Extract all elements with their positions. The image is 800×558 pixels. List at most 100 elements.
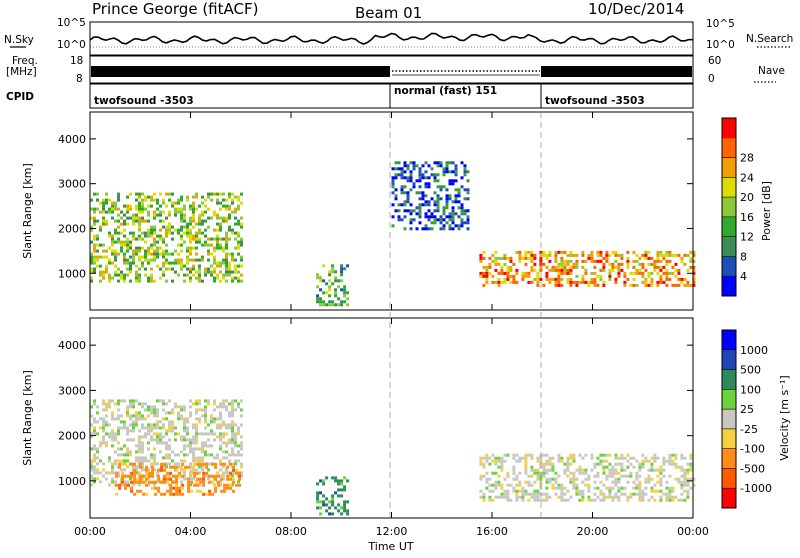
velocity-cell <box>530 474 534 478</box>
velocity-cell <box>129 417 132 421</box>
power-cell <box>102 273 105 277</box>
velocity-cell <box>569 480 573 484</box>
nsky-scale-top: 10^5 <box>57 17 86 29</box>
power-cell <box>96 237 99 241</box>
velocity-cell <box>195 441 198 445</box>
velocity-cell <box>632 486 636 490</box>
power-cell <box>638 271 642 275</box>
velocity-cell <box>551 483 555 487</box>
power-cell <box>186 246 189 250</box>
power-cell <box>409 188 413 192</box>
velocity-cell <box>671 489 675 493</box>
velocity-cell <box>237 429 240 433</box>
velocity-cell <box>512 477 516 481</box>
velocity-cell <box>614 495 618 499</box>
velocity-cell <box>121 471 125 475</box>
velocity-cell <box>512 486 516 490</box>
power-cell <box>322 264 326 268</box>
power-cell <box>123 222 126 226</box>
velocity-cell <box>683 471 687 475</box>
power-cell <box>108 234 111 238</box>
time-axis-label: Time UT <box>367 540 413 553</box>
power-cell <box>451 161 455 165</box>
power-cell <box>482 283 486 287</box>
velocity-cell <box>641 498 645 502</box>
velocity-cell <box>126 450 129 454</box>
power-cell <box>445 200 449 204</box>
power-cell <box>433 200 437 204</box>
velocity-cell <box>240 453 243 457</box>
velocity-cell <box>117 474 120 478</box>
velocity-cell <box>195 402 198 406</box>
power-cell <box>418 167 422 171</box>
velocity-cell <box>231 402 234 406</box>
velocity-cell <box>213 456 216 460</box>
velocity-cell <box>180 417 183 421</box>
velocity-cell <box>204 420 207 424</box>
power-cell <box>120 240 123 244</box>
power-cell <box>147 219 150 223</box>
power-cell <box>668 271 672 275</box>
power-cell <box>421 173 425 177</box>
velocity-cell <box>220 477 224 481</box>
velocity-cell <box>198 447 201 451</box>
velocity-cell <box>130 489 134 493</box>
power-cell <box>222 237 225 241</box>
power-cell <box>210 273 213 277</box>
velocity-cell <box>130 462 134 466</box>
power-cell <box>319 297 323 301</box>
power-cell <box>225 234 228 238</box>
velocity-cell <box>566 456 570 460</box>
power-cell <box>620 253 624 257</box>
power-cell <box>174 213 177 217</box>
velocity-cell <box>647 459 651 463</box>
power-cell <box>162 210 165 214</box>
power-cell <box>322 279 326 283</box>
velocity-cell <box>117 432 120 436</box>
power-cell <box>548 268 552 272</box>
power-cell <box>138 216 141 220</box>
power-cell <box>204 267 207 271</box>
power-cell <box>554 265 558 269</box>
velocity-cell <box>629 495 633 499</box>
power-cell <box>545 265 549 269</box>
velocity-cell <box>171 429 174 433</box>
power-cell <box>509 280 513 284</box>
power-cell <box>334 303 338 307</box>
power-colorbar-swatch <box>722 118 736 139</box>
power-cell <box>111 204 114 208</box>
velocity-cell <box>90 474 93 478</box>
power-cell <box>189 237 192 241</box>
power-cell <box>198 237 201 241</box>
velocity-cell <box>608 453 612 457</box>
velocity-cell <box>156 462 159 466</box>
velocity-cell <box>192 402 195 406</box>
power-cell <box>120 273 123 277</box>
velocity-cell <box>524 492 528 496</box>
power-cell <box>433 173 437 177</box>
velocity-cell <box>231 399 234 403</box>
velocity-cell <box>563 498 567 502</box>
power-cell <box>216 213 219 217</box>
velocity-cell <box>228 411 231 415</box>
power-cell <box>343 267 347 271</box>
velocity-cell <box>201 450 204 454</box>
velocity-cell <box>141 465 144 469</box>
velocity-cell <box>108 402 111 406</box>
velocity-cell <box>533 498 537 502</box>
velocity-cell <box>605 459 609 463</box>
velocity-cell <box>614 492 618 496</box>
power-cell <box>195 195 198 199</box>
power-cell <box>153 198 156 202</box>
power-cell <box>132 222 135 226</box>
power-cell <box>554 256 558 260</box>
velocity-cell <box>141 462 144 466</box>
power-cell <box>225 198 228 202</box>
power-cell <box>551 265 555 269</box>
power-cell <box>448 212 452 216</box>
power-cell <box>439 188 443 192</box>
velocity-cell <box>153 414 156 418</box>
velocity-cell <box>133 471 137 475</box>
velocity-cell <box>225 471 228 475</box>
velocity-cell <box>593 480 597 484</box>
